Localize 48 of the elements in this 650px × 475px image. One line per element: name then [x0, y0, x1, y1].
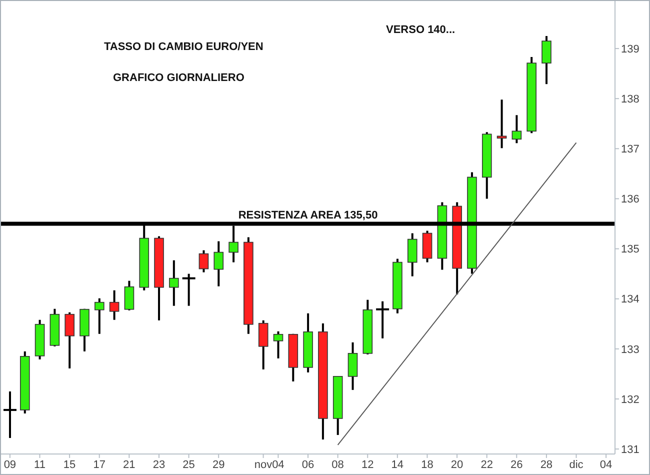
x-tick-label: 08 — [332, 458, 344, 471]
y-tick-label: 131 — [621, 444, 640, 456]
y-tick-label: 133 — [621, 344, 640, 356]
candlestick — [273, 330, 284, 360]
x-tick-label: nov — [254, 458, 273, 471]
candlestick — [348, 341, 358, 391]
x-tick-label: 04 — [272, 458, 284, 471]
x-tick-label: 26 — [510, 458, 523, 471]
candlestick — [64, 311, 74, 370]
x-tick-label: 29 — [212, 458, 225, 471]
candlestick — [214, 240, 224, 288]
x-tick-label: 22 — [480, 458, 493, 471]
y-tick-label: 137 — [621, 144, 640, 156]
x-tick-label: 17 — [93, 458, 106, 471]
candlestick — [109, 289, 120, 321]
annotation: VERSO 140... — [386, 24, 456, 36]
x-tick-label: 11 — [34, 458, 46, 471]
y-tick-label: 138 — [621, 94, 640, 106]
x-tick-label: 28 — [540, 458, 553, 471]
x-tick-label: 12 — [361, 458, 374, 471]
x-tick-label: 25 — [182, 458, 195, 471]
candlestick — [258, 319, 268, 370]
candlestick — [169, 259, 179, 307]
candlestick — [496, 98, 507, 150]
x-tick-label: 23 — [152, 458, 166, 471]
text: TASSO DI CAMBIO EURO/YEN — [104, 41, 264, 53]
candlestick — [198, 249, 209, 274]
x-tick-label: dic — [569, 458, 584, 471]
y-tick-label: 136 — [621, 194, 640, 206]
x-tick-label: 04 — [600, 458, 612, 471]
ref-line-label: RESISTENZA AREA 135,50 — [238, 210, 378, 222]
candlestick — [407, 232, 418, 278]
x-tick-label: 15 — [63, 458, 76, 471]
x-tick-label: 18 — [421, 458, 434, 471]
text: GRAFICO GIORNALIERO — [113, 72, 244, 84]
y-tick-label: 139 — [621, 43, 640, 56]
candlestick — [124, 280, 134, 312]
x-tick-label: 09 — [4, 458, 16, 471]
x-tick-label: 06 — [302, 458, 314, 471]
candlestick — [94, 297, 104, 335]
y-tick-label: 135 — [621, 244, 640, 256]
candlestick — [542, 35, 552, 86]
x-tick-label: 14 — [391, 458, 404, 471]
y-tick-label: 134 — [621, 294, 640, 306]
x-tick-label: 21 — [123, 458, 136, 471]
y-tick-label: 132 — [621, 394, 640, 406]
candlestick — [512, 114, 522, 144]
x-tick-label: 20 — [450, 458, 464, 471]
